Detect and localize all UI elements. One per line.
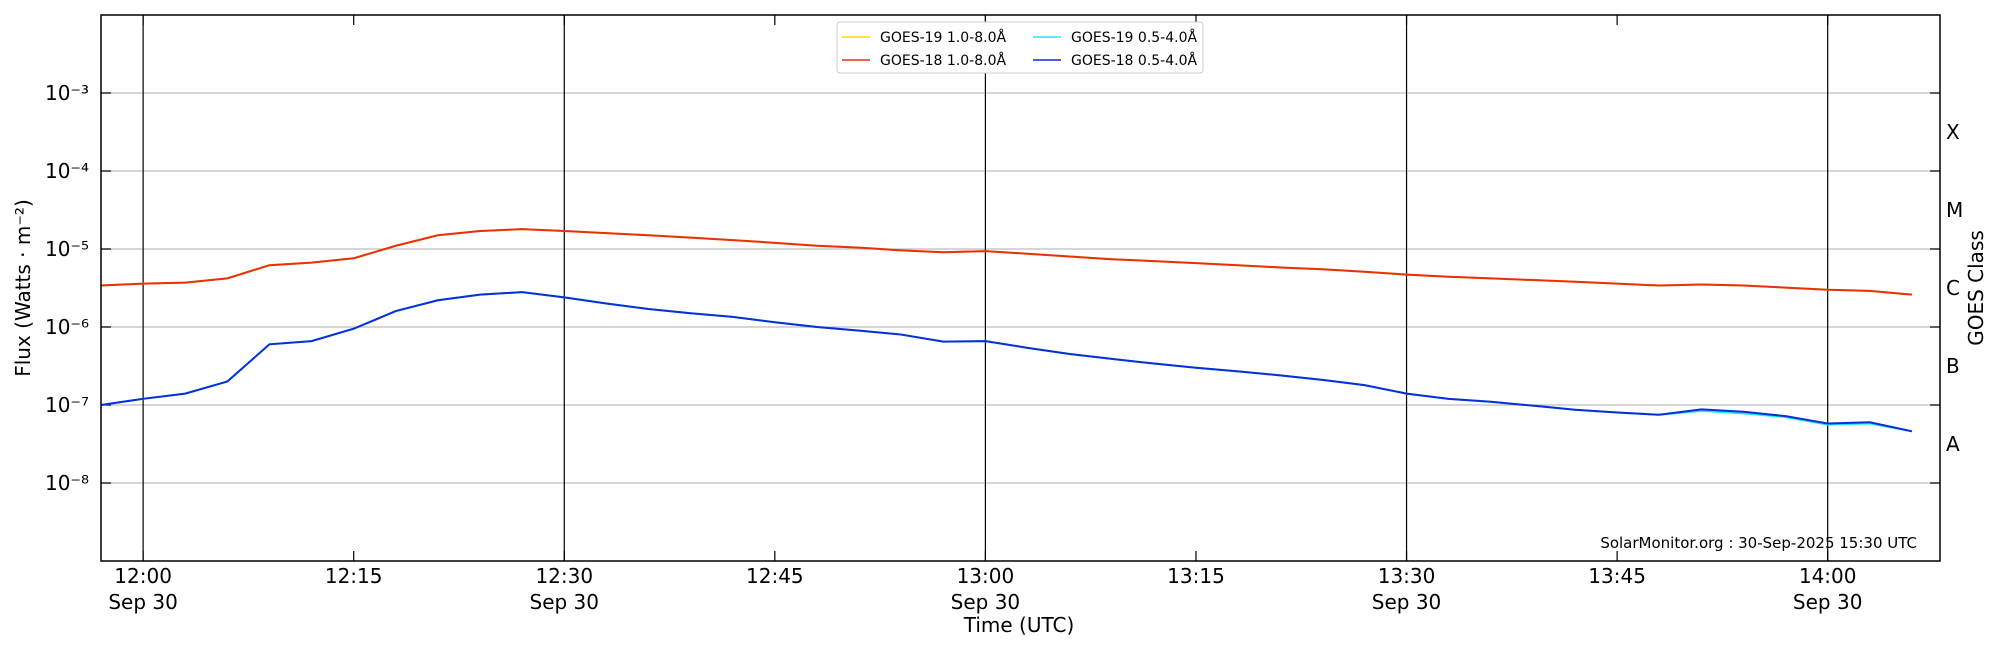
legend-label: GOES-18 0.5-4.0Å [1071,52,1197,69]
legend-label: GOES-18 1.0-8.0Å [880,52,1006,69]
x-tick-label: 14:00 Sep 30 [1793,564,1863,614]
y2-tick-label: A [1946,432,1960,456]
x-tick-label: 12:00 Sep 30 [108,564,178,614]
y-tick-label: 10⁻⁸ [45,471,89,495]
x-tick-label: 12:30 Sep 30 [530,564,600,614]
legend-label: GOES-19 0.5-4.0Å [1071,29,1197,46]
x-tick-label: 13:00 Sep 30 [951,564,1021,614]
y-tick-label: 10⁻⁴ [45,159,89,183]
y2-axis-label: GOES Class [1964,230,1988,346]
x-tick-label: 13:30 Sep 30 [1372,564,1442,614]
x-tick-label: 13:45 [1588,564,1646,588]
legend-box [836,21,1204,74]
series-line [101,291,1913,433]
x-tick-label: 13:15 [1167,564,1225,588]
x-tick-label: 12:45 [746,564,804,588]
plot-frame [100,14,1941,562]
y-tick-label: 10⁻⁶ [45,315,89,339]
y-tick-label: 10⁻⁷ [45,393,89,417]
y-tick-label: 10⁻³ [45,81,89,105]
y-tick-label: 10⁻⁵ [45,237,89,261]
x-tick-label: 12:15 [325,564,383,588]
series-line [101,228,1913,296]
annotation: SolarMonitor.org : 30-Sep-2025 15:30 UTC [1600,534,1917,552]
y2-tick-label: M [1946,198,1963,222]
y2-tick-label: X [1946,120,1960,144]
legend-label: GOES-19 1.0-8.0Å [880,29,1006,46]
x-axis-label: Time (UTC) [963,613,1075,637]
y-axis-label: Flux (Watts · m⁻²) [11,199,35,377]
y2-tick-label: C [1946,276,1960,300]
y2-tick-label: B [1946,354,1960,378]
